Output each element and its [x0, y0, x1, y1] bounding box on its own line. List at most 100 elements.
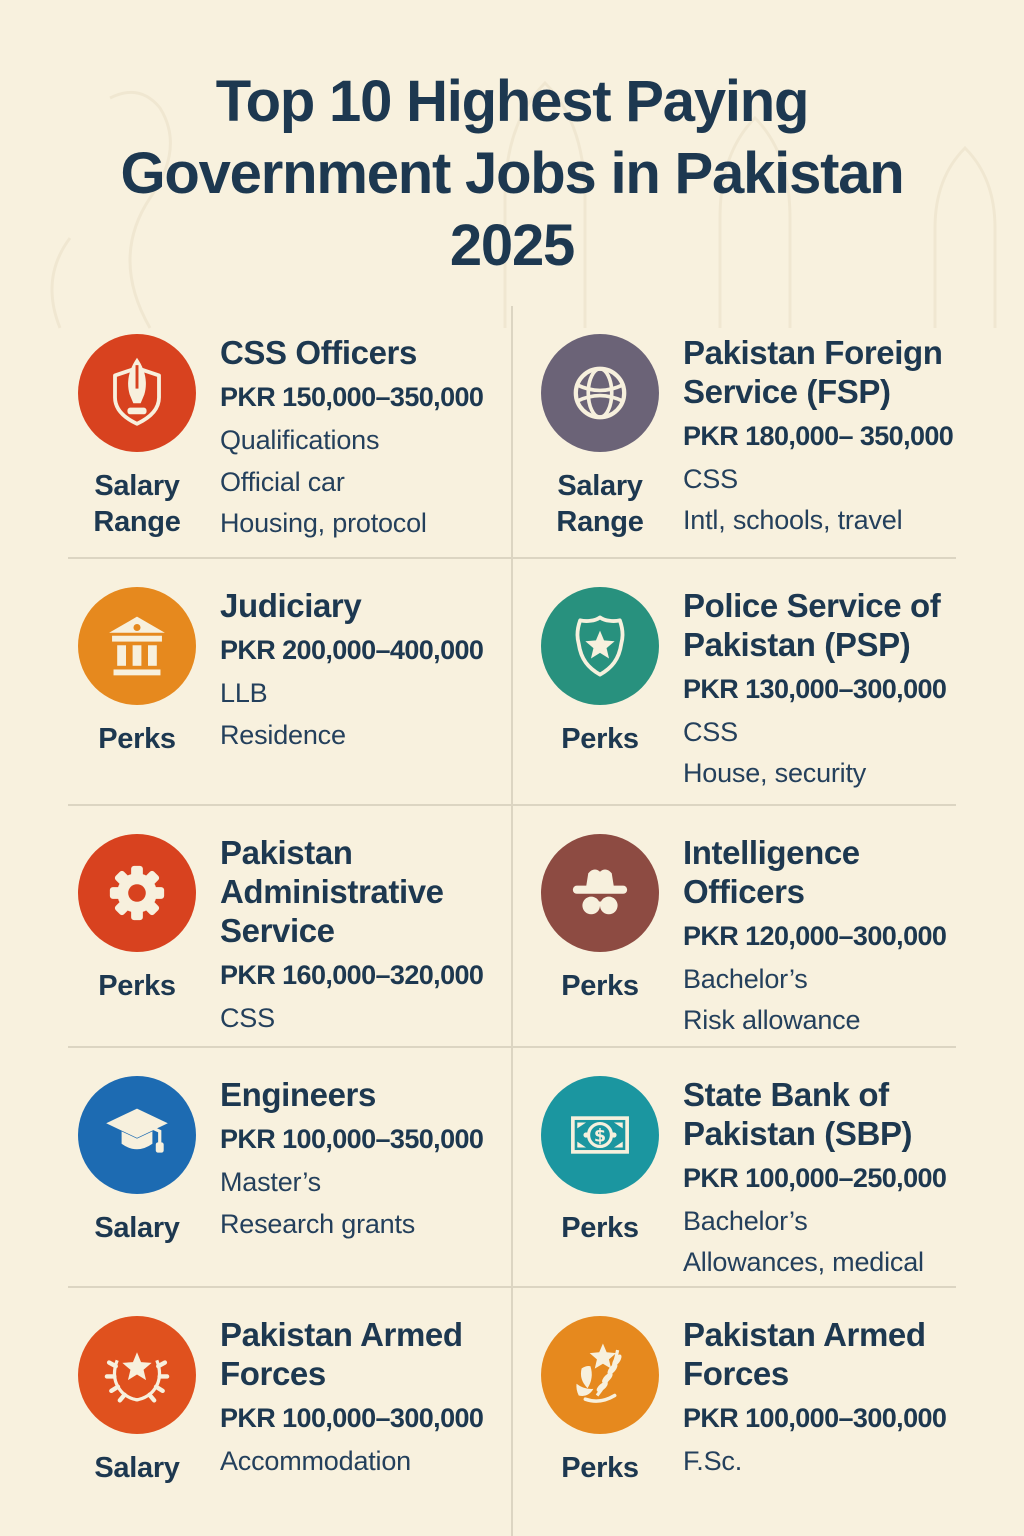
job-salary-range: PKR 100,000–350,000	[220, 1123, 484, 1154]
job-text-column: Pakistan Administrative Service PKR 160,0…	[220, 834, 511, 1040]
job-detail-line: Master’s	[220, 1166, 321, 1197]
job-icon-column: Salary	[76, 1075, 198, 1247]
jobs-grid: Salary Range CSS Officers PKR 150,000–350,…	[68, 305, 956, 1536]
job-label: Perks	[561, 969, 639, 1002]
job-text-column: Pakistan Foreign Service (FSP) PKR 180,00…	[683, 334, 956, 543]
job-salary-range: PKR 150,000–350,000	[220, 381, 484, 412]
job-details: CSS House, security	[683, 712, 956, 796]
job-icon-column: Salary	[76, 1315, 198, 1487]
job-title: Intelligence Officers	[683, 833, 860, 910]
job-details: Accommodation	[220, 1441, 511, 1483]
job-card: $ Perks State Bank of Pakistan (SBP) PKR 1…	[513, 1048, 956, 1288]
job-detail-line: Allowances, medical	[683, 1247, 924, 1278]
job-card: Perks Judiciary PKR 200,000–400,000 LLB Resi…	[68, 558, 513, 806]
job-label: Perks	[561, 1451, 639, 1484]
job-card: Salary Pakistan Armed Forces PKR 100,000–3…	[68, 1287, 513, 1536]
job-text-column: Intelligence Officers PKR 120,000–300,000…	[683, 834, 956, 1043]
job-text-column: Engineers PKR 100,000–350,000 Master’s Rese…	[220, 1076, 511, 1246]
job-icon-column: $ Perks	[539, 1075, 661, 1247]
job-label: Salary Range	[556, 469, 644, 539]
spy-icon	[541, 833, 659, 952]
job-label: Salary Range	[93, 469, 181, 539]
job-detail-line: House, security	[683, 758, 867, 789]
job-label: Perks	[561, 722, 639, 755]
job-details: F.Sc.	[683, 1441, 956, 1483]
job-detail-line: Bachelor’s	[683, 963, 808, 994]
job-icon-column: Salary Range	[539, 333, 661, 541]
job-detail-line: Official car	[220, 466, 345, 497]
job-title: CSS Officers	[220, 333, 417, 371]
job-text-column: CSS Officers PKR 150,000–350,000 Qualifica…	[220, 334, 511, 545]
job-salary-range: PKR 100,000–300,000	[220, 1402, 484, 1433]
job-card: Salary Range CSS Officers PKR 150,000–350,…	[68, 305, 513, 559]
job-card: Perks Pakistan Armed Forces PKR 100,000–30…	[513, 1288, 956, 1536]
job-title: Pakistan Armed Forces	[220, 1315, 463, 1392]
job-text-column: Pakistan Armed Forces PKR 100,000–300,000…	[220, 1316, 511, 1483]
job-title: Pakistan Foreign Service (FSP)	[683, 333, 943, 410]
page-title: Top 10 Highest Paying Government Jobs in…	[32, 66, 992, 282]
job-title: Judiciary	[220, 586, 362, 624]
job-card: Perks Police Service of Pakistan (PSP) PKR…	[513, 559, 956, 806]
job-detail-line: Intl, schools, travel	[683, 505, 903, 536]
job-title: Pakistan Administrative Service	[220, 833, 444, 949]
job-title: Pakistan Armed Forces	[683, 1315, 926, 1392]
job-label: Salary	[94, 1451, 180, 1484]
job-details: CSS	[220, 998, 511, 1040]
star-branch-icon	[541, 1315, 659, 1434]
job-details: Qualifications Official car Housing, proto…	[220, 420, 511, 546]
job-text-column: Judiciary PKR 200,000–400,000 LLB Residence	[220, 587, 511, 757]
job-card: Perks Intelligence Officers PKR 120,000–30…	[513, 806, 956, 1048]
job-salary-range: PKR 120,000–300,000	[683, 920, 947, 951]
job-detail-line: LLB	[220, 677, 268, 708]
job-salary-range: PKR 180,000– 350,000	[683, 420, 954, 451]
job-detail-line: CSS	[220, 1002, 275, 1033]
job-salary-range: PKR 100,000–300,000	[683, 1402, 947, 1433]
job-details: Bachelor’s Allowances, medical	[683, 1201, 956, 1285]
job-detail-line: Qualifications	[220, 424, 380, 455]
job-label: Salary	[94, 1211, 180, 1244]
job-text-column: State Bank of Pakistan (SBP) PKR 100,000–…	[683, 1076, 956, 1285]
job-label: Perks	[561, 1211, 639, 1244]
banknote-icon: $	[541, 1075, 659, 1194]
job-card: Salary Engineers PKR 100,000–350,000 Master…	[68, 1047, 513, 1288]
job-icon-column: Perks	[539, 586, 661, 758]
courthouse-icon	[78, 586, 196, 705]
page-title-line: Top 10 Highest Paying	[215, 69, 810, 134]
job-label: Perks	[98, 969, 176, 1002]
star-wreath-icon	[78, 1315, 196, 1434]
svg-text:$: $	[594, 1126, 606, 1146]
job-detail-line: Bachelor’s	[683, 1205, 808, 1236]
job-details: CSS Intl, schools, travel	[683, 459, 956, 543]
job-title: Engineers	[220, 1075, 376, 1113]
police-badge-icon	[541, 586, 659, 705]
shield-pen-icon	[78, 333, 196, 452]
job-salary-range: PKR 130,000–300,000	[683, 673, 947, 704]
job-detail-line: Accommodation	[220, 1445, 411, 1476]
graduation-cap-icon	[78, 1075, 196, 1194]
globe-icon	[541, 333, 659, 452]
job-icon-column: Salary Range	[76, 333, 198, 541]
job-text-column: Police Service of Pakistan (PSP) PKR 130,…	[683, 587, 956, 796]
job-detail-line: CSS	[683, 716, 738, 747]
page-title-line: Government Jobs in Pakistan	[120, 140, 904, 206]
job-label: Perks	[98, 722, 176, 755]
job-icon-column: Perks	[539, 1315, 661, 1487]
job-detail-line: Residence	[220, 719, 346, 750]
job-title: Police Service of Pakistan (PSP)	[683, 586, 941, 663]
job-details: Master’s Research grants	[220, 1162, 511, 1246]
job-detail-line: F.Sc.	[683, 1445, 743, 1476]
job-detail-line: Housing, protocol	[220, 508, 427, 539]
page-title-line: 2025	[449, 212, 575, 278]
job-card: Salary Range Pakistan Foreign Service (FS…	[513, 306, 956, 559]
job-icon-column: Perks	[539, 833, 661, 1005]
job-icon-column: Perks	[76, 586, 198, 758]
job-title: State Bank of Pakistan (SBP)	[683, 1075, 913, 1152]
job-detail-line: Risk allowance	[683, 1005, 861, 1036]
job-text-column: Pakistan Armed Forces PKR 100,000–300,000…	[683, 1316, 956, 1483]
job-details: LLB Residence	[220, 673, 511, 757]
job-icon-column: Perks	[76, 833, 198, 1005]
job-details: Bachelor’s Risk allowance	[683, 959, 956, 1043]
job-salary-range: PKR 160,000–320,000	[220, 959, 484, 990]
job-card: Perks Pakistan Administrative Service PKR …	[68, 805, 513, 1048]
